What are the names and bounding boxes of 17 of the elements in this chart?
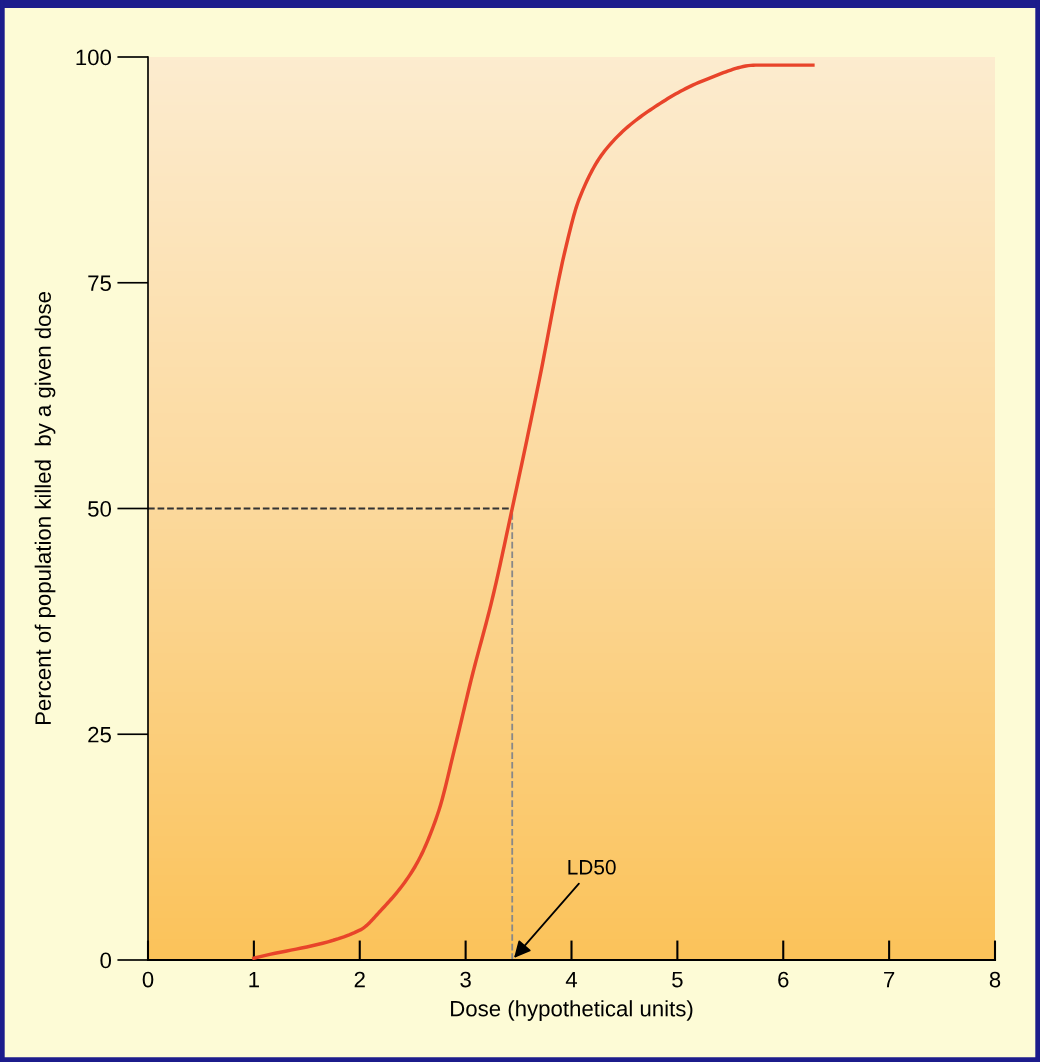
x-tick-label: 7 (884, 971, 895, 988)
y-tick-label: 100 (76, 49, 112, 66)
y-tick-label: 25 (88, 726, 111, 743)
x-tick-label: 0 (142, 971, 154, 988)
annotation: LD50 (568, 859, 616, 875)
y-axis-title: Percent of population killed by a given dose (34, 292, 56, 725)
y-tick-label: 0 (100, 952, 112, 969)
x-axis-title: Dose (hypothetical units) (451, 1000, 693, 1021)
y-tick-label: 50 (88, 501, 112, 517)
x-tick-label: 6 (778, 971, 789, 988)
x-tick-label: 8 (989, 971, 1001, 988)
x-tick-label: 1 (249, 971, 259, 988)
x-tick-label: 4 (565, 971, 578, 988)
x-tick-label: 2 (354, 971, 365, 988)
x-tick-label: 5 (672, 971, 683, 988)
y-tick-label: 75 (88, 275, 111, 292)
x-tick-label: 3 (460, 971, 471, 988)
